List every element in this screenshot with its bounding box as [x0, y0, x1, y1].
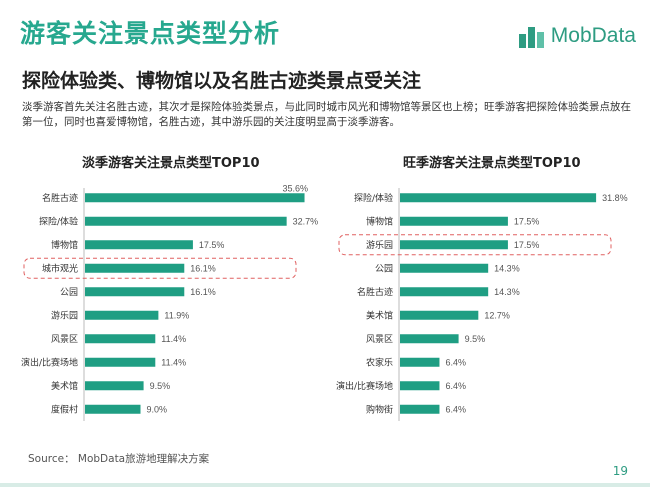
value-label: 14.3% [494, 263, 520, 273]
bar [400, 216, 508, 226]
category-label: 博物馆 [366, 215, 393, 227]
subtitle: 探险体验类、博物馆以及名胜古迹类景点受关注 [22, 70, 422, 92]
bar [400, 381, 440, 391]
intro-paragraph: 淡季游客首先关注名胜古迹，其次才是探险体验类景点，与此同时城市风光和博物馆等景区… [22, 101, 631, 128]
category-label: 名胜古迹 [42, 192, 78, 204]
bar [85, 381, 144, 391]
value-label: 16.1% [190, 287, 216, 297]
category-label: 城市观光 [42, 262, 78, 274]
category-label: 名胜古迹 [357, 286, 393, 298]
value-label: 6.4% [445, 357, 466, 367]
bar [85, 193, 305, 203]
value-label: 31.8% [602, 193, 628, 203]
category-label: 游乐园 [366, 239, 393, 251]
category-label: 美术馆 [366, 309, 393, 321]
bar [400, 193, 597, 203]
bar [85, 310, 159, 320]
page-number: 19 [612, 464, 628, 478]
highlight-box [23, 257, 297, 279]
value-label: 17.5% [199, 240, 225, 250]
bar [400, 287, 489, 297]
category-label: 游乐园 [51, 309, 78, 321]
value-label: 6.4% [445, 404, 466, 414]
value-label: 9.5% [465, 334, 486, 344]
bar [85, 404, 141, 414]
bar [85, 334, 156, 344]
category-label: 博物馆 [51, 239, 78, 251]
value-label: 12.7% [484, 310, 510, 320]
value-label: 17.5% [514, 216, 540, 226]
value-label: 17.5% [514, 240, 540, 250]
value-label: 35.6% [283, 183, 309, 193]
bar [400, 263, 489, 273]
mobdata-logo: MobData [518, 22, 636, 50]
bottom-divider [0, 483, 650, 487]
value-label: 9.5% [150, 381, 171, 391]
chart-title-off-season: 淡季游客关注景点类型TOP10 [82, 156, 260, 171]
mobdata-logo-icon [518, 27, 544, 48]
value-label: 11.9% [164, 310, 189, 320]
category-label: 购物街 [366, 403, 393, 415]
chart-off-season-svg: 名胜古迹 35.6% 探险/体验 32.7% 博物馆 17.5% 城市观光 16.1% 公园 16… [21, 183, 318, 421]
value-label: 11.4% [161, 334, 186, 344]
logo-text: MobData [550, 24, 636, 47]
value-label: 6.4% [445, 381, 466, 391]
value-label: 14.3% [494, 287, 520, 297]
category-label: 公园 [60, 287, 78, 298]
category-label: 探险/体验 [39, 215, 78, 227]
bar [85, 240, 193, 250]
category-label: 演出/比赛场地 [21, 356, 78, 368]
bar [400, 357, 440, 367]
category-label: 风景区 [366, 334, 393, 345]
bar [400, 240, 508, 250]
bar [85, 287, 185, 297]
chart-peak-season-svg: 探险/体验 31.8% 博物馆 17.5% 游乐园 17.5% 公园 14.3% 名胜古迹 14.… [336, 188, 628, 421]
highlight-box [338, 234, 612, 256]
value-label: 11.4% [161, 357, 186, 367]
source-note: Source： MobData旅游地理解决方案 [28, 453, 210, 465]
chart-title-peak-season: 旺季游客关注景点类型TOP10 [403, 156, 581, 171]
chart-off-season: 名胜古迹 35.6% 探险/体验 32.7% 博物馆 17.5% 城市观光 16.1% 公园 16… [10, 183, 318, 421]
bar [85, 263, 185, 273]
category-label: 农家乐 [366, 356, 393, 368]
category-label: 风景区 [51, 334, 78, 345]
category-label: 演出/比赛场地 [336, 380, 393, 392]
page-title: 游客关注景点类型分析 [20, 19, 281, 48]
category-label: 公园 [375, 263, 393, 274]
bar [400, 404, 440, 414]
category-label: 探险/体验 [354, 192, 393, 204]
category-label: 美术馆 [51, 380, 78, 392]
value-label: 32.7% [293, 216, 319, 226]
value-label: 9.0% [147, 404, 168, 414]
bar [85, 216, 287, 226]
bar [400, 310, 479, 320]
bar [400, 334, 459, 344]
chart-peak-season: 探险/体验 31.8% 博物馆 17.5% 游乐园 17.5% 公园 14.3% 名胜古迹 14.… [325, 186, 628, 421]
bar [85, 357, 156, 367]
value-label: 16.1% [190, 263, 216, 273]
category-label: 度假村 [51, 403, 78, 415]
